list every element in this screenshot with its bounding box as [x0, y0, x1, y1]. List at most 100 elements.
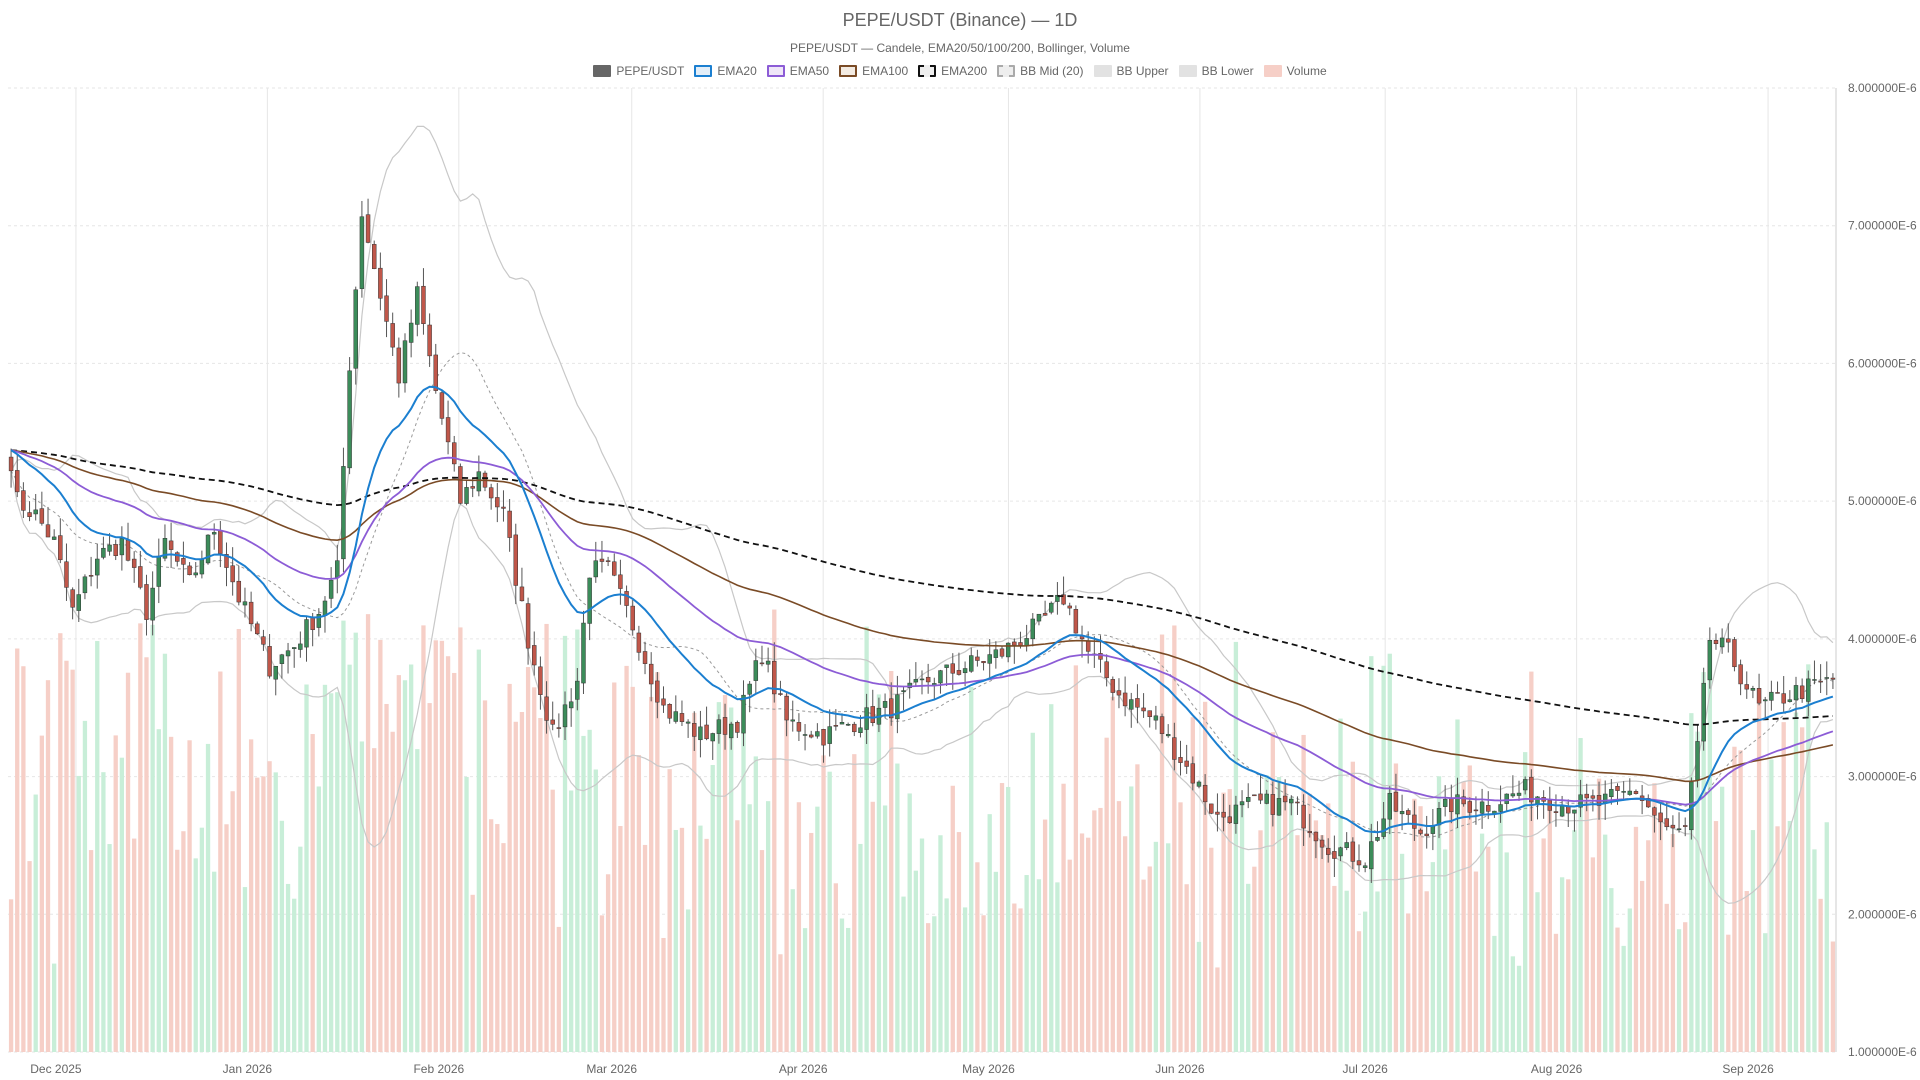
legend-item-ema20[interactable]: EMA20 — [694, 64, 757, 78]
candle-body — [759, 662, 765, 665]
volume-bar — [1750, 830, 1756, 1052]
volume-bar — [1529, 671, 1534, 1052]
candle — [1079, 625, 1085, 658]
candle-body — [1319, 839, 1325, 848]
candle-body — [1646, 798, 1651, 808]
candle-body — [1135, 698, 1140, 708]
volume-bar — [1270, 732, 1275, 1052]
candle — [1818, 664, 1823, 693]
volume-bar — [1467, 765, 1472, 1052]
candle-body — [439, 392, 445, 419]
ema100-line — [10, 449, 1834, 783]
volume-bar — [753, 756, 758, 1052]
legend-item-bb-mid-20[interactable]: BB Mid (20) — [997, 64, 1084, 78]
volume-bar — [802, 928, 808, 1052]
volume-bar — [218, 671, 223, 1052]
candle — [224, 542, 229, 587]
candle — [1147, 710, 1152, 728]
volume-bar — [1719, 786, 1725, 1052]
candle — [1381, 801, 1386, 840]
candle-body — [1362, 865, 1368, 868]
candle — [642, 641, 648, 675]
candle-body — [58, 535, 63, 561]
candle-body — [1129, 699, 1134, 710]
candle-body — [550, 719, 555, 725]
candle — [1424, 815, 1429, 849]
legend-item-ema200[interactable]: EMA200 — [918, 64, 987, 78]
legend-item-volume[interactable]: Volume — [1263, 64, 1327, 78]
volume-bar — [64, 660, 69, 1052]
candle — [341, 447, 346, 573]
candle-body — [1455, 794, 1460, 815]
volume-bar — [612, 682, 617, 1052]
candle — [390, 312, 395, 357]
volume-bar — [845, 927, 851, 1052]
volume-bar — [519, 711, 525, 1052]
candle — [427, 313, 432, 367]
volume-bar — [1209, 847, 1214, 1052]
candle — [144, 574, 149, 636]
volume-bar — [839, 918, 845, 1052]
candle — [525, 597, 531, 665]
candle-body — [575, 680, 580, 700]
candle-body — [784, 695, 789, 721]
candle — [488, 483, 494, 510]
candle — [33, 494, 38, 521]
candle — [1141, 693, 1146, 718]
x-tick-label: Jan 2026 — [223, 1062, 273, 1076]
candle — [544, 681, 549, 734]
volume-bar — [1381, 665, 1386, 1052]
legend-item-pepe-usdt[interactable]: PEPE/USDT — [593, 64, 684, 78]
volume-bar — [1516, 965, 1522, 1052]
candle — [1498, 785, 1503, 823]
volume-bar — [1289, 797, 1294, 1052]
volume-bar — [476, 649, 482, 1052]
candle — [347, 357, 352, 475]
candle — [1750, 685, 1756, 699]
candle — [1332, 835, 1337, 877]
candle-body — [1338, 847, 1343, 857]
candle-body — [495, 497, 500, 508]
volume-bar — [562, 635, 568, 1052]
candle-body — [827, 726, 832, 744]
volume-bar — [1818, 898, 1823, 1052]
volume-bar — [1584, 801, 1589, 1052]
legend-item-bb-lower[interactable]: BB Lower — [1178, 64, 1254, 78]
candle — [716, 714, 722, 744]
volume-bar — [1362, 911, 1368, 1052]
candle — [335, 544, 340, 594]
volume-bar — [52, 963, 57, 1052]
candle — [1387, 786, 1392, 835]
volume-bar — [729, 707, 734, 1052]
candle — [15, 453, 20, 498]
volume-bar — [482, 700, 488, 1052]
candle-body — [1590, 795, 1596, 799]
candle-body — [1049, 602, 1054, 613]
legend-item-bb-upper[interactable]: BB Upper — [1093, 64, 1169, 78]
volume-bar — [1393, 763, 1399, 1052]
x-tick-label: Sep 2026 — [1722, 1062, 1774, 1076]
candle-body — [821, 729, 826, 746]
candle-body — [291, 647, 297, 649]
candle-body — [673, 711, 679, 722]
candle-body — [113, 544, 118, 556]
candle — [1682, 817, 1688, 837]
volume-bar — [1449, 797, 1454, 1052]
volume-bar — [1763, 933, 1768, 1052]
candle — [138, 550, 143, 590]
legend-item-ema100[interactable]: EMA100 — [839, 64, 908, 78]
candle-body — [335, 560, 340, 578]
x-tick-label: Feb 2026 — [413, 1062, 464, 1076]
volume-bar — [1061, 783, 1066, 1052]
candle — [532, 631, 537, 676]
volume-bar — [1178, 802, 1183, 1052]
legend-swatch — [918, 65, 937, 77]
candle — [556, 713, 562, 738]
legend-item-ema50[interactable]: EMA50 — [766, 64, 829, 78]
candle — [1830, 673, 1836, 689]
candle — [402, 333, 408, 393]
volume-bar — [858, 843, 863, 1052]
candle — [1196, 780, 1202, 789]
candle-body — [82, 576, 88, 594]
candle — [1356, 844, 1362, 872]
